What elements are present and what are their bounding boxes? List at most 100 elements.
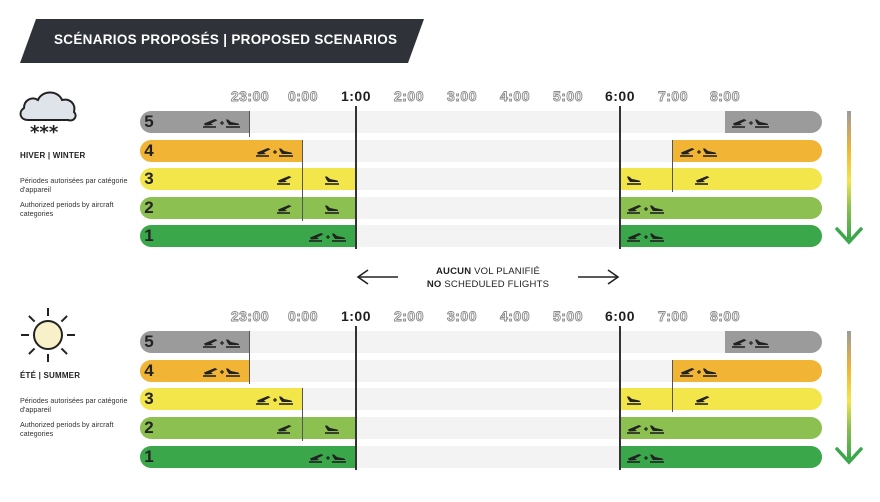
hour-label: 5:00 [552,308,584,325]
authorized-evening-segment [140,331,250,353]
hour-label: 1:00 [340,308,372,324]
no-flight-label: AUCUN VOL PLANIFIÉ NO SCHEDULED FLIGHTS [400,265,576,291]
takeoff-icon [276,203,316,215]
scenario-row-track [140,446,822,468]
takeoff-plus-landing-icon [202,337,242,349]
category-number: 3 [144,169,154,188]
title-banner: SCÉNARIOS PROPOSÉS | PROPOSED SCENARIOS [20,19,424,63]
hour-label: 2:00 [393,308,425,325]
note-fr: Périodes autorisées par catégorie d'appa… [20,396,128,414]
boundary-line-700 [672,360,673,412]
hour-label: 7:00 [657,308,689,325]
authorized-evening-segment [140,446,356,468]
category-number: 4 [144,361,154,380]
hour-label: 4:00 [499,88,531,105]
hour-label: 2:00 [393,88,425,105]
scenario-row-track [140,388,822,410]
note-en: Authorized periods by aircraft categorie… [20,200,114,218]
season-label: ÉTÉ | SUMMER [20,371,81,380]
takeoff-plus-landing-icon [626,452,666,464]
hour-divider-100 [355,326,357,470]
hour-label: 5:00 [552,88,584,105]
hour-label: 0:00 [287,308,319,325]
hour-divider-600 [619,326,621,470]
takeoff-plus-landing-icon [308,231,348,243]
takeoff-plus-landing-icon [626,203,666,215]
takeoff-icon [694,174,734,186]
hour-divider-600 [619,106,621,249]
boundary-line-000 [302,388,303,441]
landing-icon [626,394,666,406]
category-number: 2 [144,418,154,437]
scenario-row-track [140,417,822,439]
takeoff-plus-landing-icon [202,117,242,129]
landing-icon [324,423,364,435]
takeoff-icon [276,423,316,435]
authorized-evening-segment [140,111,250,133]
authorized-morning-segment [620,417,822,439]
svg-text:***: *** [30,122,59,142]
category-number: 5 [144,112,154,131]
category-number: 4 [144,141,154,160]
authorized-morning-segment [620,446,822,468]
scenario-row-track [140,360,822,382]
takeoff-plus-landing-icon [626,231,666,243]
snow-cloud-icon: *** [14,86,80,147]
hour-label: 3:00 [446,308,478,325]
hour-label: 23:00 [230,88,270,105]
category-number: 5 [144,332,154,351]
category-number: 3 [144,389,154,408]
authorized-morning-segment [620,197,822,219]
scenario-row-track [140,225,822,247]
takeoff-plus-landing-icon [731,337,771,349]
landing-icon [324,203,364,215]
boundary-line-700 [672,140,673,192]
down-arrow-icon [834,111,864,252]
hour-label: 23:00 [230,308,270,325]
down-arrow-icon [834,331,864,472]
banner-background [20,19,424,63]
takeoff-plus-landing-icon [626,423,666,435]
boundary-line-2300 [249,111,250,137]
no-flight-en-bold: NO [426,279,442,290]
hour-label: 6:00 [604,88,636,104]
takeoff-plus-landing-icon [679,146,719,158]
takeoff-plus-landing-icon [255,394,295,406]
authorized-morning-segment [725,331,822,353]
takeoff-plus-landing-icon [731,117,771,129]
authorized-morning-segment [620,225,822,247]
no-flight-en-rest: SCHEDULED FLIGHTS [444,279,550,290]
authorized-morning-segment [620,168,822,190]
takeoff-plus-landing-icon [679,366,719,378]
hour-label: 0:00 [287,88,319,105]
note-fr: Périodes autorisées par catégorie d'appa… [20,176,128,194]
note-en: Authorized periods by aircraft categorie… [20,420,114,438]
sun-icon [18,305,78,370]
hour-label: 8:00 [709,88,741,105]
authorized-evening-segment [140,360,250,382]
hour-label: 7:00 [657,88,689,105]
takeoff-icon [276,174,316,186]
authorized-morning-segment [620,388,822,410]
category-number: 1 [144,226,154,245]
hour-label: 6:00 [604,308,636,324]
takeoff-plus-landing-icon [202,366,242,378]
scenario-row-track [140,140,822,162]
hour-label: 4:00 [499,308,531,325]
boundary-line-000 [302,140,303,221]
season-label: HIVER | WINTER [20,151,86,160]
hour-label: 8:00 [709,308,741,325]
scenario-row-track [140,197,822,219]
hour-label: 1:00 [340,88,372,104]
landing-icon [324,174,364,186]
boundary-line-2300 [249,331,250,384]
scenario-row-track [140,111,822,133]
no-flight-fr-bold: AUCUN [435,266,472,277]
scenario-row-track [140,331,822,353]
authorized-morning-segment [725,111,822,133]
no-flight-range-arrow [356,262,620,292]
hour-label: 3:00 [446,88,478,105]
hour-divider-100 [355,106,357,249]
banner-title: SCÉNARIOS PROPOSÉS | PROPOSED SCENARIOS [54,32,398,47]
category-number: 2 [144,198,154,217]
